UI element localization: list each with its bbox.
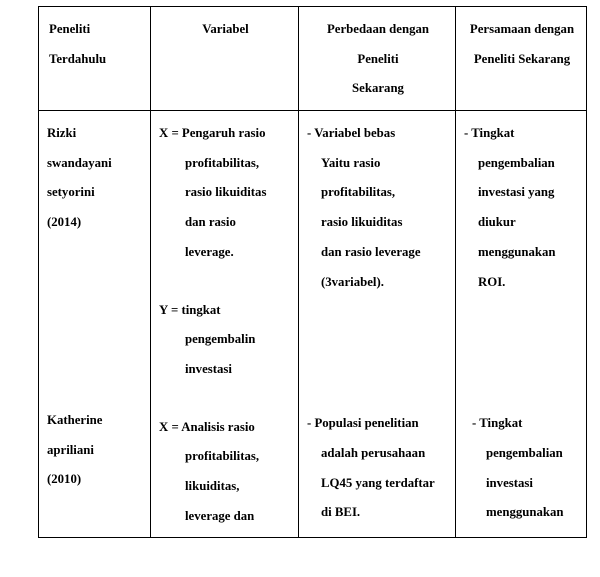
cell-variables: X = Pengaruh rasio profitabilitas, rasio… <box>151 111 299 538</box>
same-line: menggunakan <box>464 498 580 528</box>
var-line: pengembalin <box>159 325 292 355</box>
same-line: ROI. <box>464 268 580 298</box>
table-header-row: Peneliti Terdahulu Variabel Perbedaan de… <box>39 7 587 111</box>
var-line: profitabilitas, <box>159 442 292 472</box>
header-text: Variabel <box>159 15 292 45</box>
same-line: - Tingkat <box>464 119 580 149</box>
spacer <box>47 322 144 350</box>
spacer <box>307 297 449 325</box>
cell-researchers: Rizki swandayani setyorini (2014) Kather… <box>39 111 151 538</box>
header-text: Persamaan dengan <box>464 15 580 45</box>
diff-line: adalah perusahaan <box>307 439 449 469</box>
same-line: diukur <box>464 208 580 238</box>
table-row: Rizki swandayani setyorini (2014) Kather… <box>39 111 587 538</box>
same-line: investasi yang <box>464 178 580 208</box>
researcher-name: Rizki <box>47 119 144 149</box>
researcher-name: swandayani <box>47 149 144 179</box>
spacer <box>464 353 580 381</box>
var-line: leverage dan <box>159 502 292 532</box>
header-variable: Variabel <box>151 7 299 111</box>
spacer <box>47 266 144 294</box>
var-line: X = Analisis rasio <box>159 413 292 443</box>
spacer <box>159 268 292 296</box>
spacer <box>159 385 292 413</box>
spacer <box>47 350 144 378</box>
var-line: Y = tingkat <box>159 296 292 326</box>
var-line: likuiditas, <box>159 472 292 502</box>
spacer <box>47 294 144 322</box>
diff-line: di BEI. <box>307 498 449 528</box>
diff-line: - Populasi penelitian <box>307 409 449 439</box>
same-line: pengembalian <box>464 439 580 469</box>
spacer <box>464 381 580 409</box>
diff-line: (3variabel). <box>307 268 449 298</box>
spacer <box>47 238 144 266</box>
header-text: Perbedaan dengan Peneliti <box>307 15 449 74</box>
spacer <box>307 353 449 381</box>
research-table: Peneliti Terdahulu Variabel Perbedaan de… <box>38 6 587 538</box>
same-line: pengembalian <box>464 149 580 179</box>
cell-same: - Tingkat pengembalian investasi yang di… <box>456 111 587 538</box>
header-text: Terdahulu <box>49 45 144 75</box>
var-line: rasio likuiditas <box>159 178 292 208</box>
header-text: Sekarang <box>307 74 449 104</box>
spacer <box>307 381 449 409</box>
diff-line: - Variabel bebas <box>307 119 449 149</box>
header-text: Peneliti Sekarang <box>464 45 580 75</box>
var-line: dan rasio <box>159 208 292 238</box>
cell-diff: - Variabel bebas Yaitu rasio profitabili… <box>299 111 456 538</box>
diff-line: LQ45 yang terdaftar <box>307 469 449 499</box>
var-line: profitabilitas, <box>159 149 292 179</box>
var-line: X = Pengaruh rasio <box>159 119 292 149</box>
spacer <box>47 378 144 406</box>
same-line: investasi <box>464 469 580 499</box>
spacer <box>307 325 449 353</box>
researcher-year: (2014) <box>47 208 144 238</box>
diff-line: dan rasio leverage <box>307 238 449 268</box>
researcher-name: setyorini <box>47 178 144 208</box>
header-text: Peneliti <box>49 15 144 45</box>
header-diff: Perbedaan dengan Peneliti Sekarang <box>299 7 456 111</box>
header-same: Persamaan dengan Peneliti Sekarang <box>456 7 587 111</box>
header-researcher: Peneliti Terdahulu <box>39 7 151 111</box>
diff-line: Yaitu rasio <box>307 149 449 179</box>
diff-line: rasio likuiditas <box>307 208 449 238</box>
spacer <box>464 325 580 353</box>
same-line: - Tingkat <box>464 409 580 439</box>
same-line: menggunakan <box>464 238 580 268</box>
spacer <box>464 297 580 325</box>
diff-line: profitabilitas, <box>307 178 449 208</box>
researcher-name: Katherine <box>47 406 144 436</box>
var-line: investasi <box>159 355 292 385</box>
var-line: leverage. <box>159 238 292 268</box>
researcher-name: apriliani <box>47 436 144 466</box>
researcher-year: (2010) <box>47 465 144 495</box>
